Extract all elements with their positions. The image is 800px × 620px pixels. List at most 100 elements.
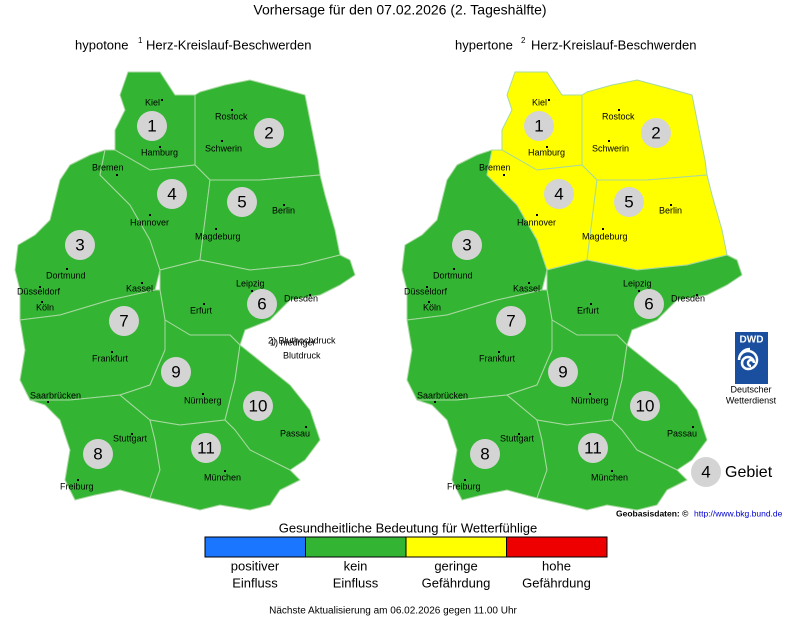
city-label: Stuttgart: [113, 433, 148, 443]
city-dot: [692, 426, 694, 428]
city-dot: [231, 109, 233, 111]
city-dot: [159, 146, 161, 148]
region-number: 3: [75, 235, 84, 254]
city-label: Dortmund: [433, 270, 473, 280]
city-dot: [66, 268, 68, 270]
legend-label: kein: [344, 558, 368, 573]
map-title: hypotone: [75, 37, 129, 52]
city-label: Dortmund: [46, 270, 86, 280]
city-label: Dresden: [671, 293, 705, 303]
legend-label: positiver: [231, 558, 280, 573]
city-dot: [77, 479, 79, 481]
city-label: Hannover: [517, 217, 556, 227]
city-dot: [426, 286, 428, 288]
city-dot: [590, 303, 592, 305]
city-dot: [47, 401, 49, 403]
legend-swatch: [405, 536, 507, 558]
dwd-logo: DWD: [735, 332, 768, 384]
region-number: 4: [167, 184, 176, 203]
region-circle: [641, 118, 671, 148]
city-label: Rostock: [215, 111, 248, 121]
city-label: Frankfurt: [92, 353, 129, 363]
region-number: 5: [624, 192, 633, 211]
city-dot: [309, 294, 311, 296]
city-label: Magdeburg: [582, 231, 628, 241]
footer: Nächste Aktualisierung am 06.02.2026 geg…: [269, 606, 517, 617]
region-number: 2: [651, 123, 660, 142]
region-circle: [247, 289, 277, 319]
city-label: Leipzig: [623, 278, 652, 288]
legend-label: Gefährdung: [522, 575, 591, 590]
city-dot: [224, 470, 226, 472]
city-label: Erfurt: [190, 305, 213, 315]
city-label: Berlin: [659, 205, 682, 215]
city-label: Saarbrücken: [30, 390, 81, 400]
city-label: Rostock: [602, 111, 635, 121]
city-dot: [434, 401, 436, 403]
city-label: Hannover: [130, 217, 169, 227]
region-number: 6: [644, 294, 653, 313]
city-dot: [618, 109, 620, 111]
region: [149, 419, 301, 511]
region-number: 11: [584, 438, 602, 457]
city-dot: [546, 146, 548, 148]
city-label: Köln: [423, 302, 441, 312]
city-label: Frankfurt: [479, 353, 516, 363]
legend-swatch: [506, 536, 608, 558]
city-dot: [602, 228, 604, 230]
map-footnote-mark: 2: [521, 36, 526, 45]
region-number: 3: [462, 235, 471, 254]
region: [536, 419, 688, 511]
city-label: Stuttgart: [500, 433, 535, 443]
city-label: Kiel: [145, 97, 160, 107]
city-label: Düsseldorf: [17, 286, 61, 296]
city-label: Nürnberg: [184, 395, 222, 405]
page-title: Vorhersage für den 07.02.2026 (2. Tagesh…: [253, 2, 546, 18]
region-number: 7: [506, 311, 515, 330]
city-dot: [39, 286, 41, 288]
city-label: Erfurt: [577, 305, 600, 315]
city-label: Kassel: [513, 283, 540, 293]
city-dot: [283, 204, 285, 206]
map-subtitle: Herz-Kreislauf-Beschwerden: [531, 37, 696, 52]
map-footnote: 2) Bluthochdruck: [268, 335, 336, 345]
city-label: Nürnberg: [571, 395, 609, 405]
city-label: Berlin: [272, 205, 295, 215]
logo-swirl: [737, 347, 759, 371]
city-dot: [41, 301, 43, 303]
city-label: Passau: [280, 428, 310, 438]
region-key-number: 4: [701, 462, 710, 481]
city-label: Hamburg: [141, 147, 178, 157]
region-number: 5: [237, 192, 246, 211]
city-label: Schwerin: [592, 143, 629, 153]
region-number: 10: [636, 396, 655, 415]
region-circle: [65, 230, 95, 260]
city-dot: [589, 393, 591, 395]
city-label: Magdeburg: [195, 231, 241, 241]
city-dot: [428, 301, 430, 303]
region-circle: [630, 391, 660, 421]
source-link[interactable]: http://www.bkg.bund.de: [694, 508, 783, 518]
city-dot: [161, 99, 163, 101]
city-dot: [305, 426, 307, 428]
region-number: 1: [147, 116, 156, 135]
city-dot: [528, 282, 530, 284]
region-circle: [634, 289, 664, 319]
map-subtitle: Herz-Kreislauf-Beschwerden: [146, 37, 311, 52]
region-circle: [524, 111, 554, 141]
city-label: Saarbrücken: [417, 390, 468, 400]
city-dot: [611, 470, 613, 472]
region-circle: [548, 357, 578, 387]
region-circle: [83, 439, 113, 469]
city-label: Leipzig: [236, 278, 265, 288]
legend-label: geringe: [434, 558, 477, 573]
legend-title: Gesundheitliche Bedeutung für Wetterfühl…: [279, 520, 537, 535]
region-number: 8: [480, 444, 489, 463]
legend-label: Gefährdung: [422, 575, 491, 590]
city-dot: [464, 479, 466, 481]
logo-name: Wetterdienst: [726, 395, 777, 405]
region-circle: [496, 306, 526, 336]
map-footnote: Blutdruck: [283, 350, 321, 360]
source-label: Geobasisdaten: ©: [616, 508, 689, 518]
city-label: Düsseldorf: [404, 286, 448, 296]
